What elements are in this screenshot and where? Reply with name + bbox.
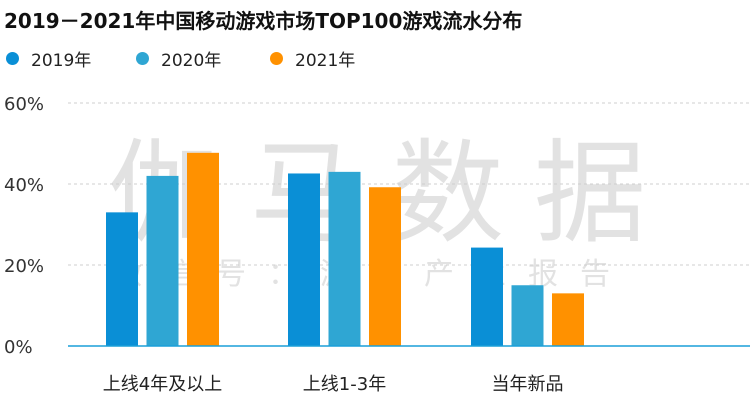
bar-2021年-上线4年及以上 — [187, 152, 219, 346]
y-tick-label: 20% — [4, 256, 44, 277]
bar-2019年-上线1-3年 — [288, 173, 320, 346]
legend-label: 2019年 — [31, 51, 92, 71]
legend-item-2019: 2019年 — [6, 46, 91, 71]
bar-2021年-上线1-3年 — [369, 187, 401, 346]
bar-2019年-当年新品 — [471, 247, 503, 346]
legend-item-2020: 2020年 — [136, 46, 221, 71]
legend-item-2021: 2021年 — [270, 46, 355, 71]
chart-title: 2019－2021年中国移动游戏市场TOP100游戏流水分布 — [4, 9, 523, 33]
legend-swatch — [6, 52, 19, 65]
bar-2020年-上线4年及以上 — [146, 175, 179, 346]
bar-2020年-上线1-3年 — [328, 171, 361, 346]
x-tick-label: 上线4年及以上 — [103, 374, 222, 395]
y-tick-label: 40% — [4, 175, 44, 196]
legend-swatch — [136, 52, 149, 65]
bar-2019年-上线4年及以上 — [106, 212, 138, 346]
x-tick-label: 当年新品 — [492, 374, 564, 395]
y-tick-label: 60% — [4, 94, 44, 115]
legend-swatch — [270, 52, 283, 65]
x-tick-label: 上线1-3年 — [303, 374, 386, 395]
y-tick-label: 0% — [4, 337, 33, 358]
legend-label: 2020年 — [161, 51, 222, 71]
legend-label: 2021年 — [295, 51, 356, 71]
bar-2020年-当年新品 — [511, 285, 544, 346]
bar-2021年-当年新品 — [552, 293, 584, 346]
